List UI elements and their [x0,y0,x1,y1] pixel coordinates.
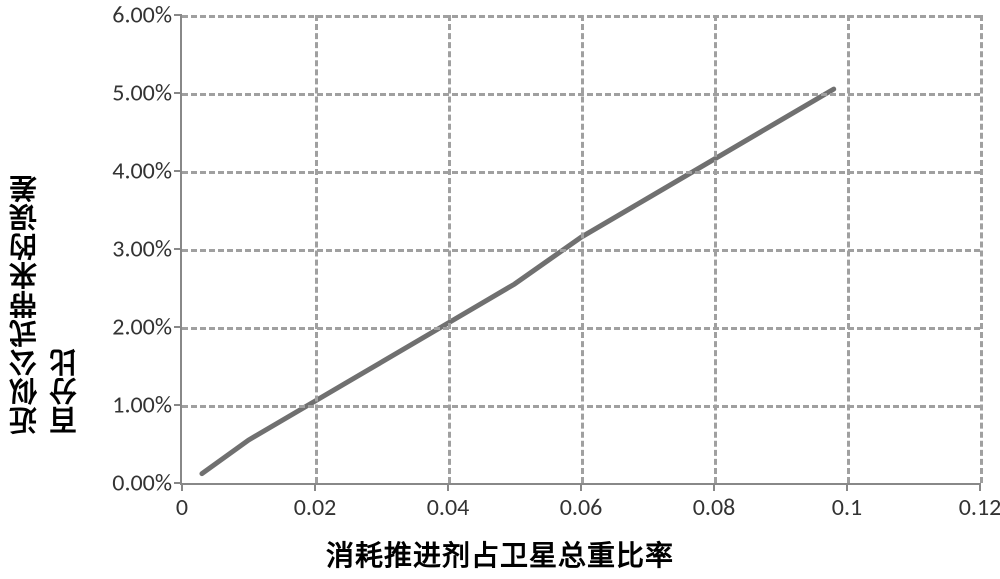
series-line [202,89,834,474]
y-axis-title: 近似公式带来的误差百分比 [5,145,85,435]
x-tick-mark [447,483,449,491]
chart-container: 近似公式带来的误差百分比 消耗推进剂占卫星总重比率 0.00%1.00%2.00… [0,0,1000,579]
y-tick-label: 5.00% [112,79,182,108]
y-tick-mark [174,170,182,172]
x-tick-mark [580,483,582,491]
y-tick-mark [174,14,182,16]
y-tick-label: 6.00% [112,1,182,30]
axes-box: 0.00%1.00%2.00%3.00%4.00%5.00%6.00%00.02… [180,15,980,485]
x-tick-mark [846,483,848,491]
y-tick-label: 4.00% [112,157,182,186]
x-tick-mark [314,483,316,491]
x-tick-mark [713,483,715,491]
grid-vertical [980,15,983,483]
grid-vertical [315,15,318,483]
x-axis-title: 消耗推进剂占卫星总重比率 [326,534,674,574]
y-tick-label: 0.00% [112,469,182,498]
y-tick-label: 3.00% [112,235,182,264]
x-tick-mark [979,483,981,491]
y-tick-mark [174,404,182,406]
y-tick-label: 2.00% [112,313,182,342]
x-tick-mark [181,483,183,491]
grid-vertical [581,15,584,483]
grid-vertical [448,15,451,483]
y-tick-mark [174,92,182,94]
y-tick-mark [174,326,182,328]
y-tick-mark [174,248,182,250]
plot-area: 0.00%1.00%2.00%3.00%4.00%5.00%6.00%00.02… [180,15,980,485]
y-tick-label: 1.00% [112,391,182,420]
grid-vertical [847,15,850,483]
grid-vertical [714,15,717,483]
